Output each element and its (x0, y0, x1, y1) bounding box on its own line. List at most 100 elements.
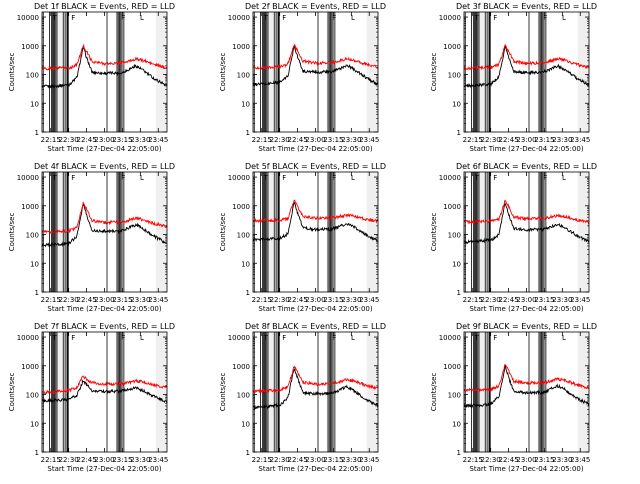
shaded-interval (366, 12, 378, 132)
y-tick-label: 1 (457, 449, 461, 457)
chart-panel-5: Det 5f BLACK = Events, RED = LLD 1 10 100 10… (219, 162, 386, 313)
y-tick-label: 10000 (17, 174, 39, 182)
series-line-events (463, 202, 590, 245)
x-tick-label: 23:15 (534, 136, 554, 144)
series-line-events (41, 46, 168, 89)
annotation-label: L (351, 174, 355, 182)
y-axis-label: Counts/sec (8, 373, 16, 412)
x-tick-label: 23:30 (341, 136, 361, 144)
annotation-label: F (121, 14, 125, 22)
series-line-lld (252, 43, 379, 71)
x-tick-label: 23:45 (570, 296, 590, 304)
y-tick-label: 1000 (21, 363, 39, 371)
series-line-events (252, 368, 379, 410)
x-tick-label: 23:00 (516, 296, 536, 304)
y-tick-label: 10 (30, 260, 39, 268)
annotation-label: T (473, 334, 479, 342)
annotation-label: T (262, 334, 268, 342)
y-tick-label: 10000 (228, 334, 250, 342)
shaded-interval (474, 172, 491, 292)
annotation-label: F (282, 174, 286, 182)
annotation-label: T (262, 14, 268, 22)
y-tick-label: 1000 (443, 363, 461, 371)
x-tick-label: 23:15 (323, 296, 343, 304)
annotation-label: F (121, 174, 125, 182)
y-axis-label: Counts/sec (8, 53, 16, 92)
y-tick-label: 10000 (439, 14, 461, 22)
chart-panel-1: Det 1f BLACK = Events, RED = LLD 1 10 100 10… (8, 2, 175, 153)
x-tick-label: 23:45 (148, 296, 168, 304)
x-tick-label: 22:30 (481, 136, 501, 144)
x-tick-label: 22:15 (252, 296, 272, 304)
shaded-interval (155, 12, 167, 132)
x-tick-label: 22:45 (287, 456, 307, 464)
series-line-events (252, 201, 379, 243)
x-tick-label: 23:00 (94, 456, 114, 464)
x-tick-label: 23:15 (112, 136, 132, 144)
series-line-lld (463, 364, 590, 393)
y-tick-label: 1 (35, 449, 39, 457)
series-line-events (463, 364, 590, 409)
shaded-interval (474, 12, 491, 132)
x-tick-label: 23:15 (534, 456, 554, 464)
x-tick-label: 23:15 (534, 296, 554, 304)
chart-title: Det 7f BLACK = Events, RED = LLD (34, 322, 175, 331)
y-tick-label: 10 (452, 420, 461, 428)
y-tick-label: 100 (448, 232, 461, 240)
y-tick-label: 1 (246, 449, 250, 457)
x-tick-label: 22:30 (59, 136, 79, 144)
y-axis-label: Counts/sec (219, 53, 227, 92)
shaded-interval (263, 332, 280, 452)
annotation-label: F (493, 334, 497, 342)
chart-panel-4: Det 4f BLACK = Events, RED = LLD 1 10 100 10… (8, 162, 175, 313)
x-axis-label: Start Time (27-Dec-04 22:05:00) (47, 305, 161, 313)
x-tick-label: 22:30 (59, 296, 79, 304)
x-tick-label: 23:00 (516, 456, 536, 464)
y-tick-label: 1000 (232, 43, 250, 51)
x-tick-label: 22:45 (76, 456, 96, 464)
annotation-label: F (71, 334, 75, 342)
annotation-label: F (543, 334, 547, 342)
x-tick-label: 22:15 (463, 456, 483, 464)
shaded-interval (115, 12, 125, 132)
x-tick-label: 22:15 (252, 456, 272, 464)
annotation-label: L (140, 334, 144, 342)
annotation-label: F (543, 174, 547, 182)
shaded-interval (155, 332, 167, 452)
x-tick-label: 23:30 (130, 296, 150, 304)
x-tick-label: 22:30 (59, 456, 79, 464)
annotation-label: T (473, 174, 479, 182)
y-tick-label: 10000 (228, 174, 250, 182)
y-axis-label: Counts/sec (430, 53, 438, 92)
x-tick-label: 22:30 (481, 296, 501, 304)
series-line-lld (41, 201, 168, 235)
y-tick-label: 100 (448, 392, 461, 400)
x-tick-label: 23:30 (341, 456, 361, 464)
annotation-label: L (562, 14, 566, 22)
y-tick-label: 10 (452, 100, 461, 108)
annotation-label: L (140, 14, 144, 22)
y-tick-label: 1000 (21, 43, 39, 51)
y-tick-label: 1 (457, 289, 461, 297)
shaded-interval (577, 12, 589, 132)
y-tick-label: 100 (26, 232, 39, 240)
x-tick-label: 22:15 (41, 136, 61, 144)
shaded-interval (366, 172, 378, 292)
y-tick-label: 1000 (443, 203, 461, 211)
series-line-lld (41, 375, 168, 395)
y-tick-label: 100 (26, 392, 39, 400)
y-tick-label: 10000 (228, 14, 250, 22)
annotation-label: L (140, 174, 144, 182)
series-line-events (41, 202, 168, 248)
chart-title: Det 9f BLACK = Events, RED = LLD (456, 322, 597, 331)
x-tick-label: 23:15 (323, 456, 343, 464)
chart-panel-8: Det 8f BLACK = Events, RED = LLD 1 10 100 10… (219, 322, 386, 473)
chart-panel-2: Det 2f BLACK = Events, RED = LLD 1 10 100 10… (219, 2, 386, 153)
series-line-lld (252, 199, 379, 224)
x-tick-label: 22:15 (463, 296, 483, 304)
y-tick-label: 10000 (17, 334, 39, 342)
y-tick-label: 10000 (439, 174, 461, 182)
annotation-label: F (332, 174, 336, 182)
x-tick-label: 23:15 (112, 456, 132, 464)
